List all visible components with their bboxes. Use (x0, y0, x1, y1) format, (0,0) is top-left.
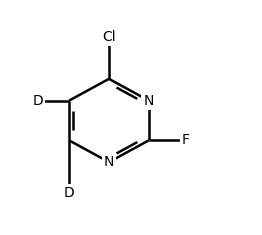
Text: D: D (33, 94, 44, 108)
Text: N: N (104, 155, 114, 169)
Text: Cl: Cl (102, 31, 116, 44)
Text: N: N (144, 94, 154, 108)
Text: D: D (64, 186, 74, 200)
Text: F: F (181, 133, 189, 147)
